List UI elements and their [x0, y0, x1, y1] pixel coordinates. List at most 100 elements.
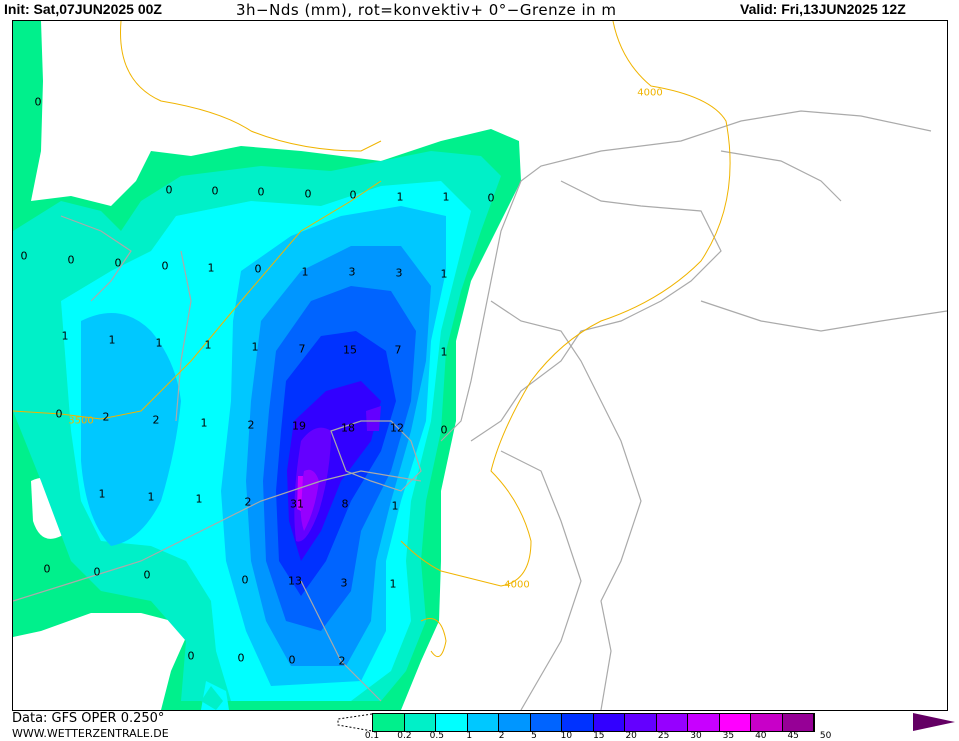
contour-value-label: 3 [348, 265, 356, 279]
contour-value-label: 0 [143, 568, 151, 582]
contour-value-label: 0 [34, 95, 42, 109]
contour-value-label: 0 [165, 183, 173, 197]
data-source: Data: GFS OPER 0.250° [12, 711, 165, 726]
valid-time: Valid: Fri,13JUN2025 12Z [740, 1, 906, 17]
legend-swatch [593, 714, 625, 731]
contour-value-label: 2 [102, 410, 110, 424]
band-30 [297, 476, 303, 511]
contour-value-label: 8 [341, 497, 349, 511]
map-title: 3h−Nds (mm), rot=konvektiv+ 0°−Grenze in… [236, 1, 617, 19]
contour-value-label: 0 [237, 651, 245, 665]
freezing-level-lines [13, 21, 731, 658]
contour-value-label: 0 [304, 187, 312, 201]
contour-value-label: 1 [391, 499, 399, 513]
legend-tick: 35 [722, 731, 735, 741]
legend-tick: 20 [625, 731, 637, 741]
legend-swatch [404, 714, 436, 731]
contour-value-label: 1 [207, 261, 215, 275]
legend-tick: 1 [466, 731, 473, 741]
contour-value-label: 2 [338, 654, 346, 668]
contour-value-label: 0 [254, 262, 262, 276]
init-time: Init: Sat,07JUN2025 00Z [4, 1, 162, 17]
legend-tick: 5 [531, 731, 537, 741]
contour-value-label: 0 [288, 653, 296, 667]
contour-value-label: 1 [440, 345, 448, 359]
contour-value-label: 0 [257, 185, 265, 199]
color-legend [372, 713, 815, 732]
contour-value-label: 2 [247, 418, 255, 432]
contour-value-label: 0 [55, 407, 63, 421]
legend-tick: 45 [787, 731, 799, 741]
contour-value-label: 0 [349, 188, 357, 202]
contour-value-label: 0 [114, 256, 122, 270]
contour-value-label: 0 [43, 562, 51, 576]
contour-value-label: 3 [340, 576, 348, 590]
isoline-label: 3500 [68, 415, 94, 427]
contour-value-label: 0 [67, 253, 75, 267]
contour-value-label: 19 [292, 419, 306, 433]
contour-value-label: 0 [93, 565, 101, 579]
legend-tick: 0.5 [429, 731, 444, 741]
legend-underflow-arrow [337, 713, 373, 732]
legend-tick: 30 [690, 731, 702, 741]
contour-value-label: 1 [200, 416, 208, 430]
contour-value-label: 1 [108, 333, 116, 347]
legend-overflow-arrow [913, 713, 955, 731]
legend-swatch [782, 714, 814, 731]
contour-value-label: 1 [195, 492, 203, 506]
contour-value-label: 0 [241, 573, 249, 587]
band-20b [366, 406, 381, 431]
site-credit: WWW.WETTERZENTRALE.DE [12, 727, 169, 740]
borders [13, 110, 947, 710]
legend-swatch [499, 714, 531, 731]
contour-value-label: 3 [395, 266, 403, 280]
legend-tick: 15 [593, 731, 605, 741]
contour-value-label: 1 [442, 190, 450, 204]
legend-swatch [656, 714, 688, 731]
band-25 [300, 469, 319, 531]
legend-swatch [530, 714, 562, 731]
contour-value-label: 13 [288, 574, 302, 588]
legend-tick: 0.1 [364, 731, 380, 741]
legend-tick: 40 [755, 731, 767, 741]
contour-value-label: 0 [187, 649, 195, 663]
contour-value-label: 1 [396, 190, 404, 204]
contour-value-label: 0 [211, 184, 219, 198]
isoline-label: 4000 [637, 87, 663, 99]
contour-value-label: 1 [61, 329, 69, 343]
contour-value-label: 2 [244, 495, 252, 509]
legend-swatch [467, 714, 499, 731]
legend-swatch [562, 714, 594, 731]
contour-value-label: 18 [341, 421, 355, 435]
contour-value-label: 1 [204, 338, 212, 352]
isoline-label: 4000 [504, 579, 530, 591]
contour-value-label: 1 [251, 340, 259, 354]
contour-value-label: 0 [440, 423, 448, 437]
legend-swatch [719, 714, 751, 731]
band-1 [81, 313, 181, 546]
legend-tick: 10 [560, 731, 573, 741]
contour-value-label: 1 [147, 490, 155, 504]
legend-swatch [751, 714, 783, 731]
map-layer [13, 21, 947, 710]
contour-value-label: 1 [301, 265, 309, 279]
contour-value-label: 7 [298, 342, 306, 356]
precipitation-map: 0 0 0 0 0 0 1 1 0 0 0 0 0 1 0 1 3 3 1 1 1 1 1 1 7 15 7 1 0 2 2 1 2 19 18 12… [12, 20, 948, 711]
contour-value-label: 31 [290, 497, 304, 511]
legend-tick: 50 [819, 731, 832, 741]
band-0.2b [201, 686, 223, 710]
contour-value-label: 7 [394, 343, 402, 357]
legend-swatch [436, 714, 468, 731]
legend-swatch [625, 714, 657, 731]
legend-swatch [688, 714, 720, 731]
legend-tick: 2 [498, 731, 505, 741]
contour-value-label: 1 [155, 336, 163, 350]
contour-value-label: 1 [389, 577, 397, 591]
contour-value-label: 15 [343, 343, 357, 357]
legend-tick: 25 [657, 731, 670, 741]
precip-fill [13, 21, 521, 710]
contour-value-label: 12 [390, 421, 404, 435]
contour-value-label: 1 [440, 267, 448, 281]
contour-value-label: 2 [152, 413, 160, 427]
contour-value-label: 0 [20, 249, 28, 263]
